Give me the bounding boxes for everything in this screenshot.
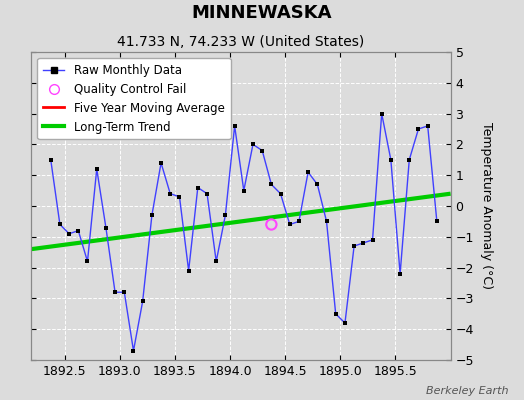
Point xyxy=(332,310,340,317)
Y-axis label: Temperature Anomaly (°C): Temperature Anomaly (°C) xyxy=(481,122,494,290)
Point xyxy=(267,221,276,228)
Point xyxy=(111,289,119,296)
Text: Berkeley Earth: Berkeley Earth xyxy=(426,386,508,396)
Point xyxy=(387,156,395,163)
Point xyxy=(286,221,294,228)
Point xyxy=(350,243,358,249)
Point xyxy=(166,190,174,197)
Point xyxy=(433,218,441,225)
Point xyxy=(83,258,92,265)
Point xyxy=(148,212,156,218)
Point xyxy=(138,298,147,305)
Point xyxy=(341,320,349,326)
Point xyxy=(74,228,82,234)
Point xyxy=(396,270,405,277)
Point xyxy=(267,181,276,188)
Point xyxy=(157,160,165,166)
Point xyxy=(176,194,184,200)
Point xyxy=(56,221,64,228)
Point xyxy=(423,123,432,129)
Point xyxy=(322,218,331,225)
Point xyxy=(184,268,193,274)
Point xyxy=(377,110,386,117)
Point xyxy=(368,237,377,243)
Point xyxy=(304,169,312,175)
Point xyxy=(47,156,55,163)
Text: MINNEWASKA: MINNEWASKA xyxy=(192,4,332,22)
Point xyxy=(93,166,101,172)
Point xyxy=(405,156,413,163)
Title: 41.733 N, 74.233 W (United States): 41.733 N, 74.233 W (United States) xyxy=(117,36,365,50)
Point xyxy=(295,218,303,225)
Point xyxy=(231,123,239,129)
Legend: Raw Monthly Data, Quality Control Fail, Five Year Moving Average, Long-Term Tren: Raw Monthly Data, Quality Control Fail, … xyxy=(37,58,231,140)
Point xyxy=(193,184,202,191)
Point xyxy=(313,181,322,188)
Point xyxy=(129,348,138,354)
Point xyxy=(414,126,423,132)
Point xyxy=(239,187,248,194)
Point xyxy=(203,190,211,197)
Point xyxy=(221,212,230,218)
Point xyxy=(359,240,367,246)
Point xyxy=(276,190,285,197)
Point xyxy=(212,258,221,265)
Point xyxy=(102,224,110,231)
Point xyxy=(120,289,128,296)
Point xyxy=(249,141,257,148)
Point xyxy=(258,147,266,154)
Point xyxy=(65,230,73,237)
Point xyxy=(423,123,432,129)
